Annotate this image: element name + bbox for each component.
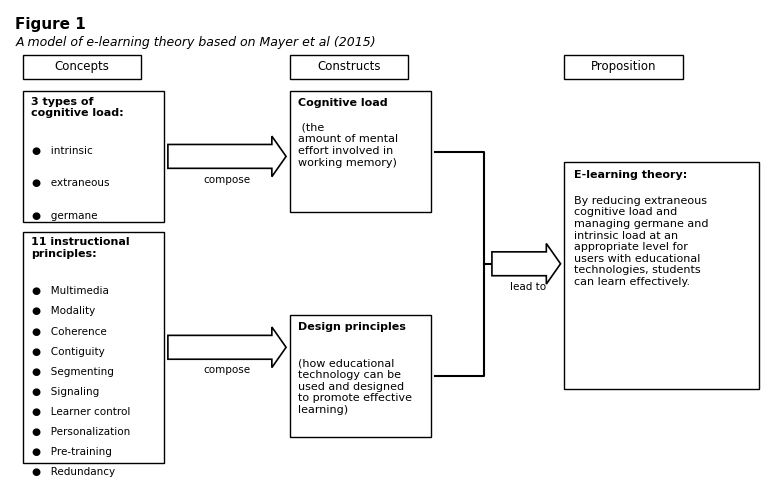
FancyBboxPatch shape	[23, 55, 141, 79]
Text: Proposition: Proposition	[591, 60, 656, 74]
Text: ●   Coherence: ● Coherence	[32, 327, 107, 337]
Text: Cognitive load: Cognitive load	[297, 98, 387, 108]
FancyBboxPatch shape	[290, 91, 431, 212]
FancyBboxPatch shape	[564, 162, 759, 389]
FancyBboxPatch shape	[290, 55, 408, 79]
Text: (how educational
technology can be
used and designed
to promote effective
learni: (how educational technology can be used …	[297, 347, 412, 415]
Text: ●   Multimedia: ● Multimedia	[32, 286, 109, 297]
Text: compose: compose	[203, 365, 251, 375]
Text: ●   Segmenting: ● Segmenting	[32, 367, 114, 376]
Text: compose: compose	[203, 174, 251, 185]
Text: Concepts: Concepts	[54, 60, 110, 74]
Text: ●   Personalization: ● Personalization	[32, 427, 131, 437]
Text: lead to: lead to	[510, 282, 546, 292]
FancyBboxPatch shape	[290, 315, 431, 437]
Text: ●   Pre-training: ● Pre-training	[32, 447, 112, 457]
Text: Constructs: Constructs	[317, 60, 380, 74]
Text: ●   Redundancy: ● Redundancy	[32, 467, 115, 477]
FancyBboxPatch shape	[564, 55, 682, 79]
Polygon shape	[168, 327, 286, 368]
Text: ●   Learner control: ● Learner control	[32, 407, 131, 417]
Text: By reducing extraneous
cognitive load and
managing germane and
intrinsic load at: By reducing extraneous cognitive load an…	[573, 196, 708, 287]
Text: ●   germane: ● germane	[32, 210, 98, 221]
Text: ●   intrinsic: ● intrinsic	[32, 146, 93, 156]
Text: Design principles: Design principles	[297, 322, 405, 332]
Text: 3 types of
cognitive load:: 3 types of cognitive load:	[30, 96, 123, 118]
Polygon shape	[492, 244, 560, 284]
Text: Figure 1: Figure 1	[16, 17, 86, 32]
Text: ●   Contiguity: ● Contiguity	[32, 347, 105, 356]
Text: 11 instructional
principles:: 11 instructional principles:	[30, 237, 129, 259]
Text: (the
amount of mental
effort involved in
working memory): (the amount of mental effort involved in…	[297, 123, 398, 168]
Polygon shape	[168, 136, 286, 177]
Text: ●   Modality: ● Modality	[32, 306, 96, 317]
FancyBboxPatch shape	[23, 232, 164, 463]
Text: E-learning theory:: E-learning theory:	[573, 169, 687, 180]
Text: ●   extraneous: ● extraneous	[32, 178, 110, 188]
Text: ●   Signaling: ● Signaling	[32, 387, 100, 397]
FancyBboxPatch shape	[23, 91, 164, 222]
Text: A model of e-learning theory based on Mayer et al (2015): A model of e-learning theory based on Ma…	[16, 36, 376, 49]
